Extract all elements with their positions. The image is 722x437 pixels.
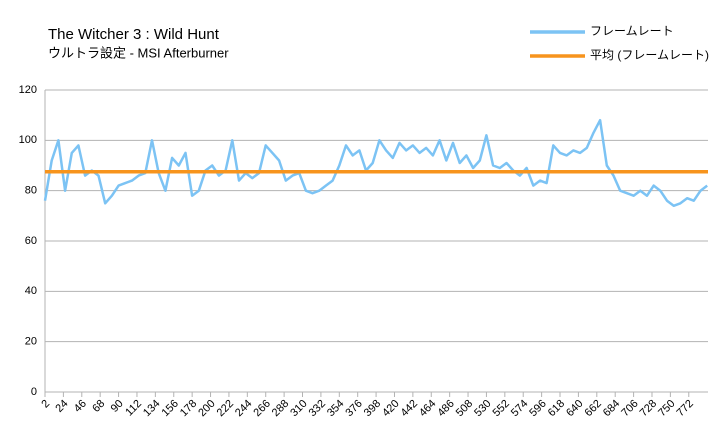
y-tick-label: 0 xyxy=(31,386,37,398)
chart-title: The Witcher 3 : Wild Hunt xyxy=(48,26,220,43)
y-tick-label: 80 xyxy=(25,185,37,197)
chart-subtitle: ウルトラ設定 - MSI Afterburner xyxy=(48,45,229,60)
legend-label: 平均 (フレームレート) xyxy=(590,48,709,62)
y-tick-label: 120 xyxy=(19,84,37,96)
y-tick-label: 40 xyxy=(25,285,37,297)
y-tick-label: 60 xyxy=(25,235,37,247)
series-line xyxy=(43,118,708,208)
y-tick-label: 20 xyxy=(25,336,37,348)
y-tick-label: 100 xyxy=(19,134,37,146)
legend-label: フレームレート xyxy=(590,24,674,38)
